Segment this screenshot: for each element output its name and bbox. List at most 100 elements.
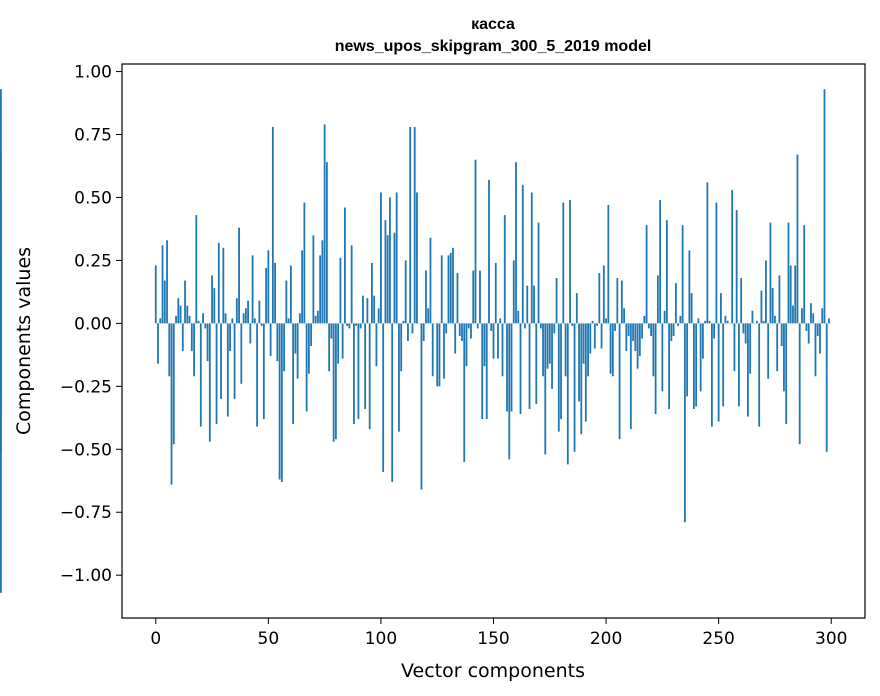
bar bbox=[425, 270, 427, 324]
bar bbox=[353, 323, 355, 425]
y-axis: −1.00 −0.75 −0.50 −0.25 0.00 0.25 0.50 0.75 1.00 bbox=[60, 63, 122, 586]
bar bbox=[645, 225, 648, 324]
bar bbox=[706, 182, 709, 324]
bar bbox=[220, 323, 222, 399]
bar bbox=[215, 323, 218, 425]
bar bbox=[636, 323, 639, 369]
bar bbox=[157, 323, 159, 364]
bar bbox=[828, 318, 830, 324]
bar bbox=[175, 315, 177, 324]
bar bbox=[672, 323, 675, 336]
bar bbox=[566, 323, 569, 465]
y-tick-label: 0.00 bbox=[74, 314, 112, 334]
y-tick-label: 0.75 bbox=[74, 126, 112, 146]
bar bbox=[226, 323, 229, 417]
chart-subtitle: news_upos_skipgram_300_5_2019 model bbox=[335, 38, 652, 55]
bar bbox=[564, 323, 567, 377]
bar bbox=[596, 323, 598, 326]
bar bbox=[445, 323, 448, 334]
bar bbox=[798, 323, 801, 445]
y-axis-label: Components values bbox=[13, 247, 35, 435]
bar bbox=[587, 323, 589, 377]
bar bbox=[193, 323, 195, 377]
bar bbox=[623, 308, 625, 324]
bar bbox=[265, 267, 267, 324]
bar bbox=[355, 323, 358, 326]
bar bbox=[690, 293, 693, 324]
bar bbox=[560, 323, 562, 420]
bar bbox=[794, 265, 797, 324]
bar bbox=[238, 227, 240, 324]
bar bbox=[332, 323, 335, 442]
bar bbox=[470, 323, 472, 339]
bar bbox=[618, 323, 621, 440]
bar bbox=[548, 323, 551, 364]
bar bbox=[402, 320, 405, 324]
bar bbox=[627, 323, 630, 336]
bar bbox=[697, 318, 700, 324]
bar bbox=[483, 323, 486, 367]
bar bbox=[499, 318, 502, 324]
bar bbox=[650, 323, 653, 336]
bar bbox=[544, 323, 547, 455]
bar bbox=[298, 313, 301, 324]
bar bbox=[274, 262, 276, 324]
bar bbox=[726, 320, 729, 324]
bar bbox=[391, 323, 394, 483]
bar bbox=[785, 323, 788, 425]
bar bbox=[443, 323, 445, 379]
bar bbox=[247, 300, 249, 324]
bar bbox=[521, 184, 524, 324]
bar bbox=[517, 310, 520, 324]
bar bbox=[404, 260, 407, 324]
bar bbox=[357, 323, 360, 420]
bar bbox=[348, 323, 351, 329]
plot-frame bbox=[121, 63, 866, 619]
bar bbox=[553, 323, 556, 334]
bar bbox=[506, 323, 508, 412]
bar bbox=[190, 323, 193, 352]
bar bbox=[204, 323, 207, 329]
bar bbox=[519, 323, 522, 415]
bar bbox=[722, 323, 725, 407]
bar bbox=[528, 323, 531, 409]
bar bbox=[431, 323, 434, 377]
bar bbox=[715, 202, 718, 324]
bar bbox=[634, 323, 637, 352]
bar bbox=[467, 323, 470, 329]
bar bbox=[589, 323, 592, 354]
bar bbox=[494, 262, 497, 324]
bar bbox=[801, 308, 803, 324]
bar bbox=[668, 323, 671, 409]
bar bbox=[686, 323, 689, 397]
bar bbox=[411, 323, 414, 334]
bar bbox=[344, 207, 346, 324]
bar bbox=[629, 323, 632, 430]
bar bbox=[395, 192, 398, 324]
bar bbox=[330, 323, 333, 339]
bar bbox=[501, 323, 504, 377]
bar bbox=[582, 323, 585, 364]
bar bbox=[600, 323, 603, 349]
bar bbox=[447, 255, 450, 324]
bar bbox=[233, 323, 236, 399]
bar bbox=[551, 323, 553, 389]
bar bbox=[260, 323, 263, 326]
bar bbox=[807, 323, 810, 344]
bar bbox=[364, 323, 367, 409]
bar bbox=[816, 323, 819, 336]
bar bbox=[735, 210, 738, 324]
bar bbox=[789, 265, 792, 324]
bar bbox=[416, 192, 418, 324]
bar bbox=[328, 323, 331, 372]
y-tick-label: 0.50 bbox=[74, 188, 112, 208]
bar bbox=[476, 323, 479, 329]
bar bbox=[814, 323, 817, 377]
bar bbox=[717, 323, 720, 422]
bar bbox=[289, 265, 292, 324]
bar bbox=[708, 320, 711, 324]
bar bbox=[591, 320, 594, 324]
bar bbox=[632, 323, 634, 341]
bar bbox=[731, 189, 734, 324]
